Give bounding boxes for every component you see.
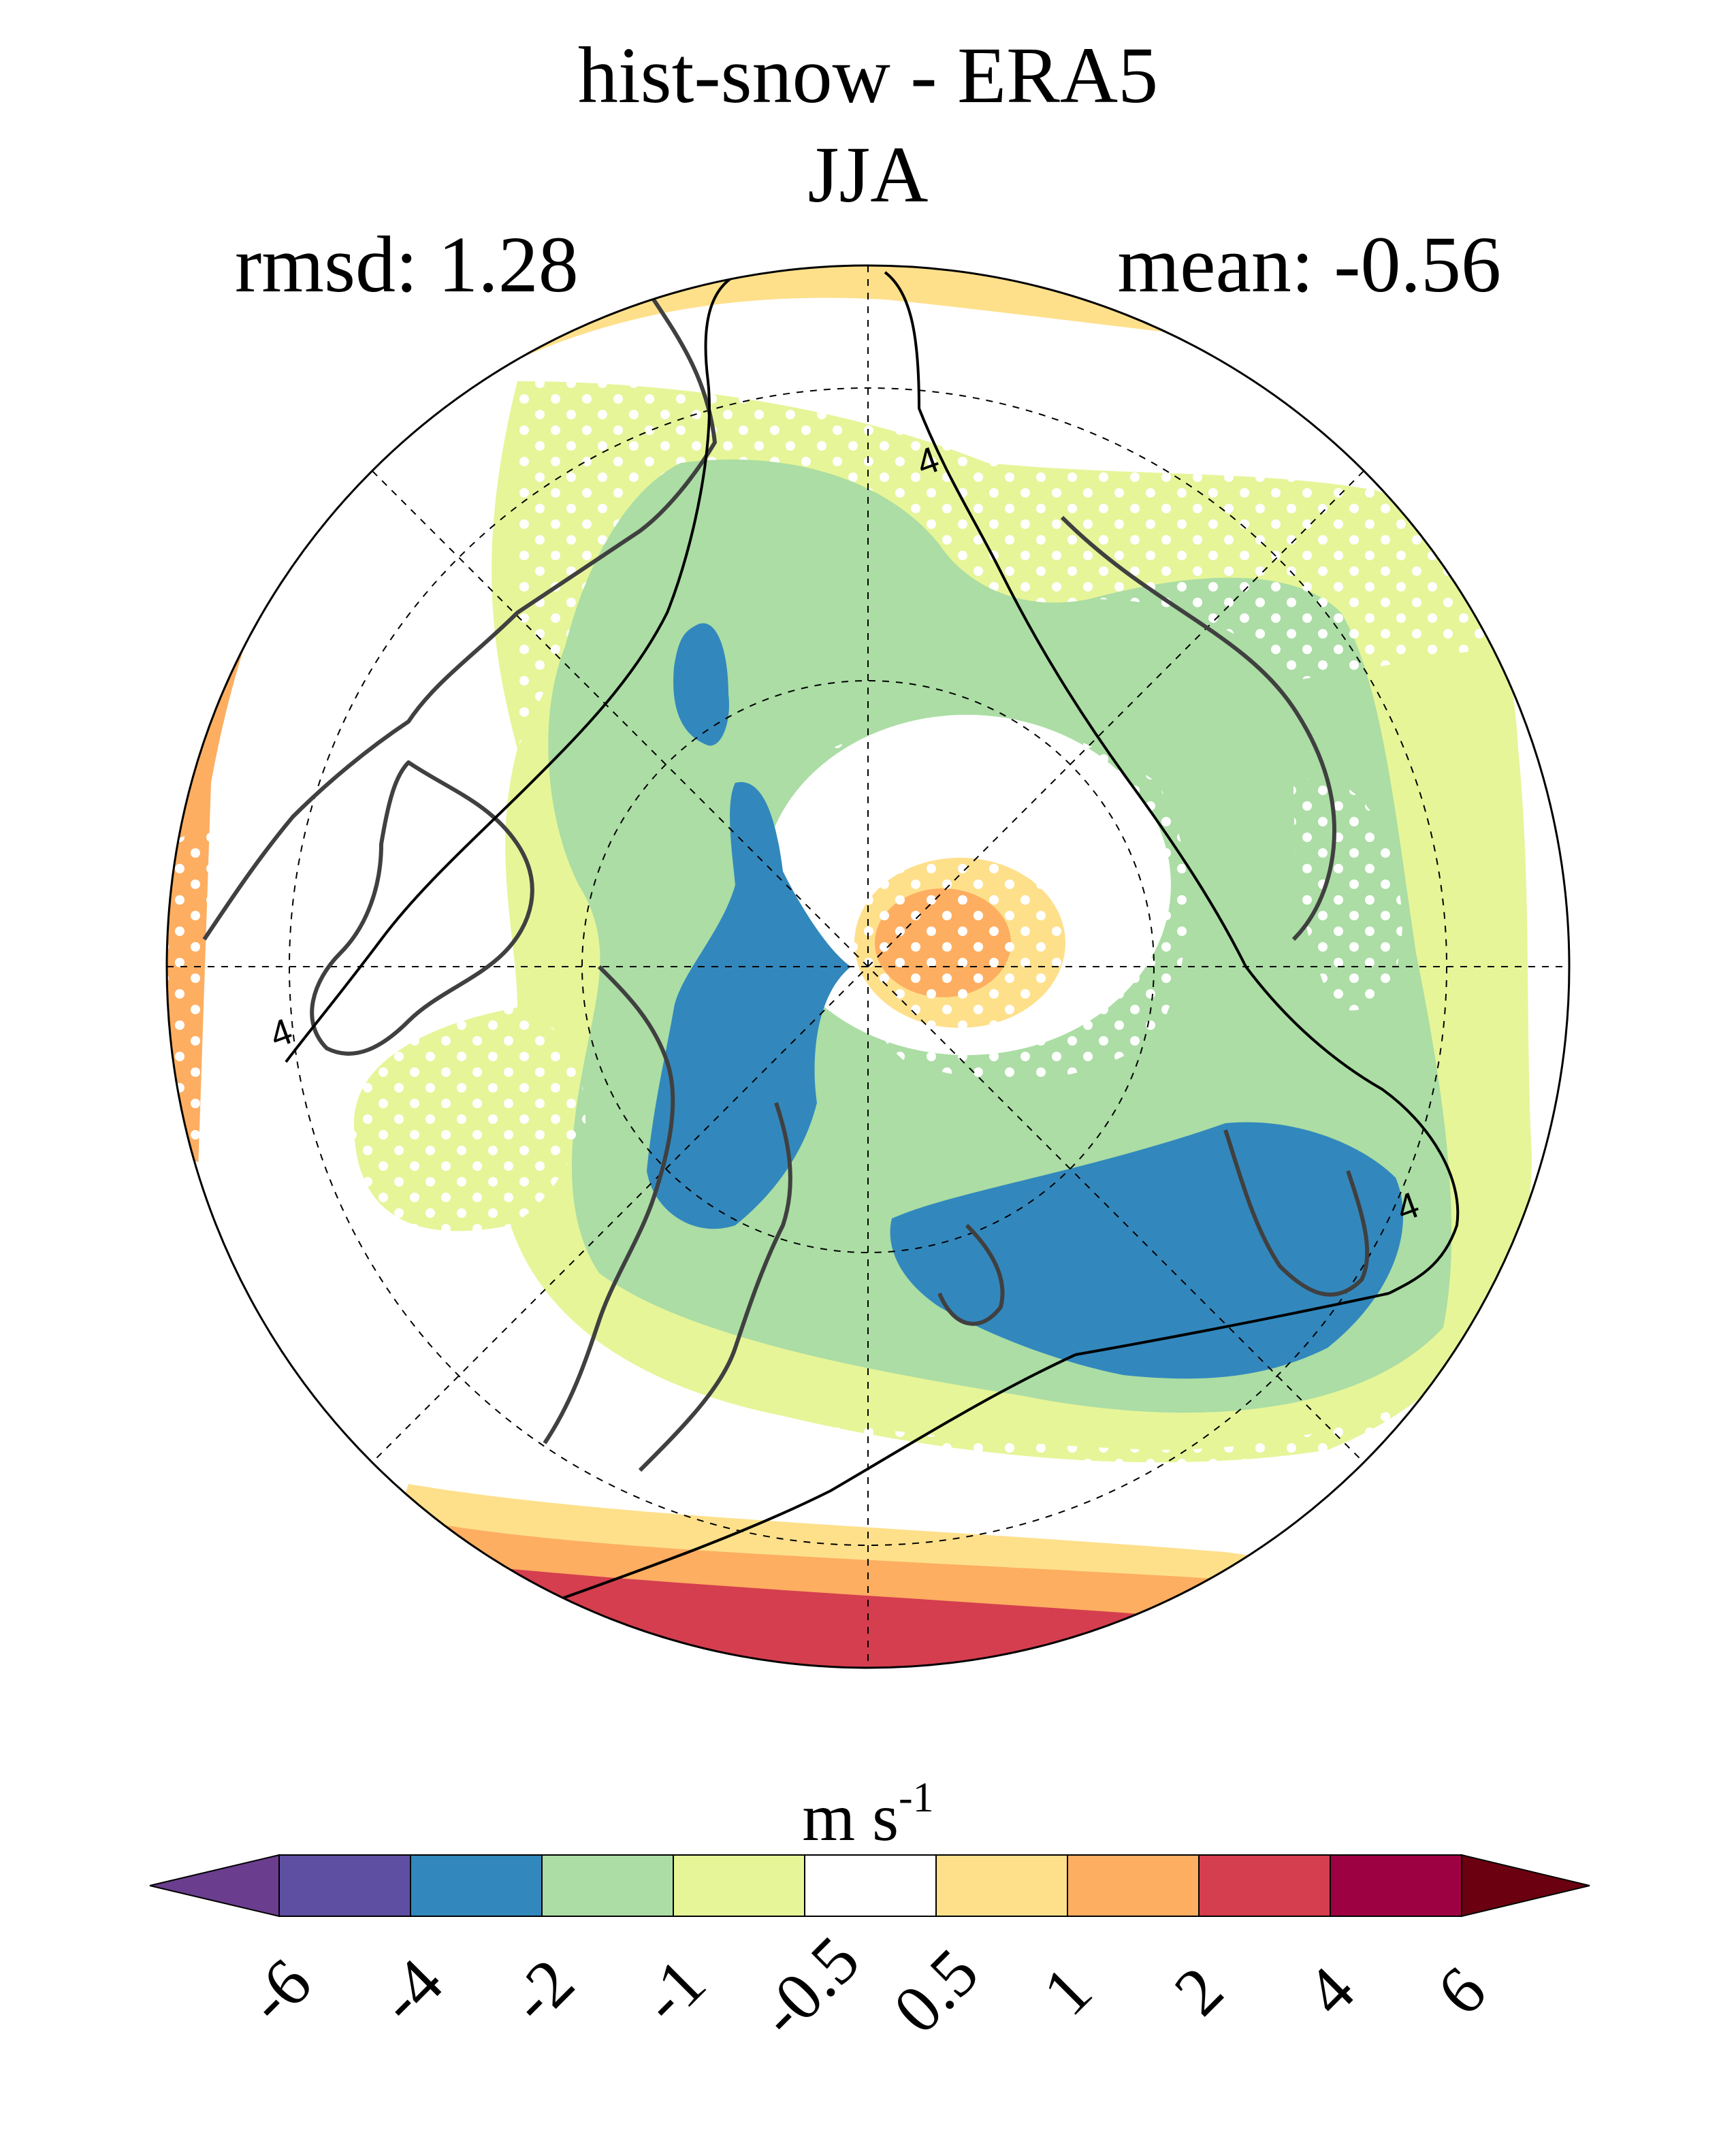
colorbar-segment (278, 1854, 411, 1917)
colorbar (149, 1854, 1590, 1918)
blue-region-north (673, 623, 729, 746)
colorbar-segment (1330, 1854, 1462, 1917)
coastline-scandinavia (1223, 1129, 1370, 1297)
meridian-diag-2 (372, 470, 1364, 1463)
map-boundary (165, 264, 1571, 1669)
reference-contour (285, 271, 1460, 1601)
mean-label: mean: -0.56 (1117, 220, 1501, 309)
map-title: hist-snow - ERA5 (577, 31, 1159, 120)
stipple-center (831, 721, 1188, 1080)
colorbar-segment (935, 1854, 1068, 1917)
graticule (167, 265, 1569, 1668)
map-subtitle: JJA (807, 130, 929, 219)
colorbar-segment (1067, 1854, 1200, 1917)
colorbar-tick-label: -6 (231, 1943, 326, 2038)
coastline-iceland (937, 1223, 1005, 1326)
colorbar-segment (673, 1854, 805, 1917)
stipple-north (517, 381, 1498, 749)
colorbar-over-arrow (1461, 1854, 1590, 1918)
blue-region-southeast (890, 1122, 1404, 1379)
colorbar-tick-label: 6 (1422, 1952, 1500, 2030)
coastline-north-america-east (202, 298, 717, 941)
coastline-greenland-east (638, 1102, 792, 1472)
units-main: m s (802, 1779, 899, 1855)
colorbar-tick-label: -4 (363, 1943, 457, 2038)
contour-line-south (558, 1292, 1389, 1601)
colorbar-tick-label: -2 (494, 1943, 589, 2038)
units-exponent: -1 (899, 1775, 934, 1821)
coastlines (202, 298, 1370, 1472)
colorbar-tick-label: 0.5 (879, 1934, 993, 2048)
colorbar-tick-label: 4 (1291, 1952, 1369, 2030)
rmsd-label: rmsd: 1.28 (235, 220, 579, 309)
polar-map: 4 4 4 (165, 264, 1571, 1669)
contour-line-east (884, 271, 1460, 1295)
coastline-siberia (1060, 515, 1336, 941)
stipple-east (1293, 778, 1402, 1011)
colorbar-under-arrow (149, 1854, 280, 1918)
stipple-south (599, 1375, 1498, 1492)
colorbar-tick-label: 2 (1159, 1952, 1238, 2030)
colorbar-segment (541, 1854, 674, 1917)
colorbar-tick-label: -1 (626, 1943, 720, 2038)
blue-region-central (647, 781, 851, 1229)
colorbar-tick-label: 1 (1028, 1952, 1106, 2030)
contour-line-west (285, 271, 743, 1063)
coastline-greenland-west (543, 965, 675, 1445)
coastline-arctic-islands (310, 760, 534, 1056)
stipple-west (354, 1007, 585, 1246)
colorbar-segment (410, 1854, 543, 1917)
colorbar-tick-label: -0.5 (743, 1921, 874, 2052)
colorbar-units: m s-1 (0, 1777, 1736, 1852)
colorbar-segment (804, 1854, 937, 1917)
colorbar-segment (1198, 1854, 1331, 1917)
